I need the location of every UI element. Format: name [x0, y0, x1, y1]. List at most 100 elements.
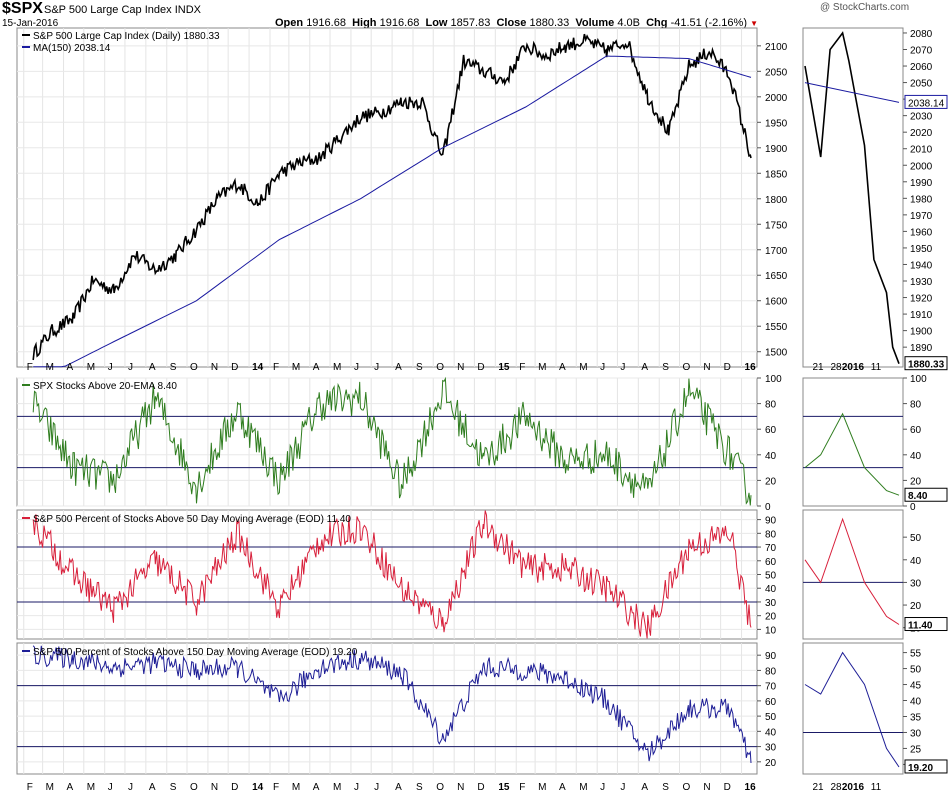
- y-tick-label: 1900: [765, 144, 788, 155]
- y-tick-label: 90: [765, 516, 777, 527]
- volume-label: Volume: [575, 17, 615, 29]
- open-value: 1916.68: [306, 17, 346, 29]
- last-value-label: 1880.33: [908, 360, 945, 371]
- inset-y-tick-label: 1930: [910, 277, 933, 288]
- inset-y-tick-label: 2070: [910, 45, 933, 56]
- inset-frame-1: [802, 377, 904, 507]
- y-tick-label: 20: [765, 612, 777, 623]
- y-tick-label: 1800: [765, 195, 788, 206]
- x-tick-label: 16: [745, 782, 757, 793]
- inset-y-tick-label: 1900: [910, 327, 933, 338]
- inset-y-tick-label: 2030: [910, 112, 933, 123]
- y-tick-label: 60: [765, 557, 777, 568]
- inset-series-line: [804, 651, 900, 768]
- y-tick-label: 60: [765, 697, 777, 708]
- high-label: High: [352, 17, 377, 29]
- x-tick-label: F: [27, 782, 33, 793]
- x-tick-label: M: [87, 782, 95, 793]
- x-tick-label: J: [620, 362, 625, 373]
- x-tick-label: O: [682, 362, 690, 373]
- y-tick-label: 1650: [765, 271, 788, 282]
- inset-x-tick-label: 21: [812, 362, 824, 373]
- y-tick-label: 20: [765, 758, 777, 769]
- x-tick-label: J: [354, 782, 359, 793]
- y-tick-label: 2050: [765, 67, 788, 78]
- x-tick-label: F: [519, 362, 525, 373]
- x-tick-label: 15: [498, 362, 510, 373]
- chg-label: Chg: [646, 17, 668, 29]
- y-tick-label: 30: [765, 598, 777, 609]
- y-tick-label: 10: [765, 625, 777, 636]
- x-tick-label: 14: [252, 782, 264, 793]
- inset-y-tick-label: 1980: [910, 194, 933, 205]
- y-tick-label: 60: [765, 425, 777, 436]
- x-tick-label: 14: [252, 362, 264, 373]
- inset-x-tick-label: 21: [812, 782, 824, 793]
- y-tick-label: 90: [765, 651, 777, 662]
- inset-x-tick-label: 2016: [842, 782, 865, 793]
- x-tick-label: M: [333, 362, 341, 373]
- x-tick-label: D: [231, 782, 238, 793]
- y-tick-label: 50: [765, 571, 777, 582]
- series-line-0-0: [32, 33, 752, 361]
- x-tick-label: D: [724, 782, 731, 793]
- down-arrow-icon: ▼: [750, 19, 758, 28]
- ma-value-tag: [904, 94, 948, 109]
- x-tick-label: M: [46, 362, 54, 373]
- x-tick-label: F: [273, 782, 279, 793]
- y-tick-label: 30: [765, 743, 777, 754]
- inset-y-tick-label: 60: [910, 425, 922, 436]
- inset-y-tick-label: 30: [910, 728, 922, 739]
- close-label: Close: [496, 17, 527, 29]
- x-tick-label: D: [724, 362, 731, 373]
- x-tick-label: A: [641, 782, 648, 793]
- series-line-0-1: [33, 55, 752, 368]
- y-tick-label: 40: [765, 451, 777, 462]
- inset-y-tick-label: 20: [910, 476, 922, 487]
- x-tick-label: N: [703, 782, 710, 793]
- y-tick-label: 2000: [765, 93, 788, 104]
- x-tick-label: D: [477, 362, 484, 373]
- open-label: Open: [275, 17, 304, 29]
- inset-frame-0: [802, 27, 904, 368]
- x-tick-label: A: [559, 362, 566, 373]
- x-tick-label: O: [190, 782, 198, 793]
- x-tick-label: M: [292, 362, 300, 373]
- inset-y-tick-label: 1960: [910, 227, 933, 238]
- last-value-tag: [904, 617, 948, 632]
- inset-frame-2: [802, 509, 904, 640]
- inset-y-tick-label: 45: [910, 681, 922, 692]
- x-tick-label: M: [538, 362, 546, 373]
- inset-y-tick-label: 2010: [910, 145, 933, 156]
- y-tick-label: 20: [765, 476, 777, 487]
- inset-y-tick-label: 2020: [910, 128, 933, 139]
- inset-y-tick-label: 2050: [910, 79, 933, 90]
- panel-frame-3: [16, 642, 758, 775]
- inset-x-tick-label: 2016: [842, 362, 865, 373]
- x-tick-label: A: [313, 362, 320, 373]
- x-tick-label: J: [600, 362, 605, 373]
- y-tick-label: 1750: [765, 220, 788, 231]
- x-tick-label: M: [87, 362, 95, 373]
- x-tick-label: A: [67, 362, 74, 373]
- series-line-1-0: [32, 376, 752, 506]
- y-tick-label: 1600: [765, 297, 788, 308]
- inset-y-tick-label: 1970: [910, 211, 933, 222]
- inset-y-tick-label: 50: [910, 665, 922, 676]
- y-tick-label: 70: [765, 682, 777, 693]
- x-tick-label: N: [211, 782, 218, 793]
- x-tick-label: S: [170, 362, 177, 373]
- ohlc-readout: Open 1916.68 High 1916.68 Low 1857.83 Cl…: [275, 17, 758, 29]
- inset-y-tick-label: 1940: [910, 260, 933, 271]
- last-value-tag: [904, 356, 948, 371]
- inset-y-tick-label: 40: [910, 556, 922, 567]
- close-value: 1880.33: [529, 17, 570, 29]
- inset-y-tick-label: 1910: [910, 310, 933, 321]
- x-tick-label: F: [273, 362, 279, 373]
- inset-frame-3: [802, 642, 904, 775]
- inset-y-tick-label: 1950: [910, 244, 933, 255]
- y-tick-label: 50: [765, 712, 777, 723]
- y-tick-label: 1550: [765, 322, 788, 333]
- y-tick-label: 0: [765, 502, 771, 513]
- ticker-symbol: $SPX: [2, 0, 43, 17]
